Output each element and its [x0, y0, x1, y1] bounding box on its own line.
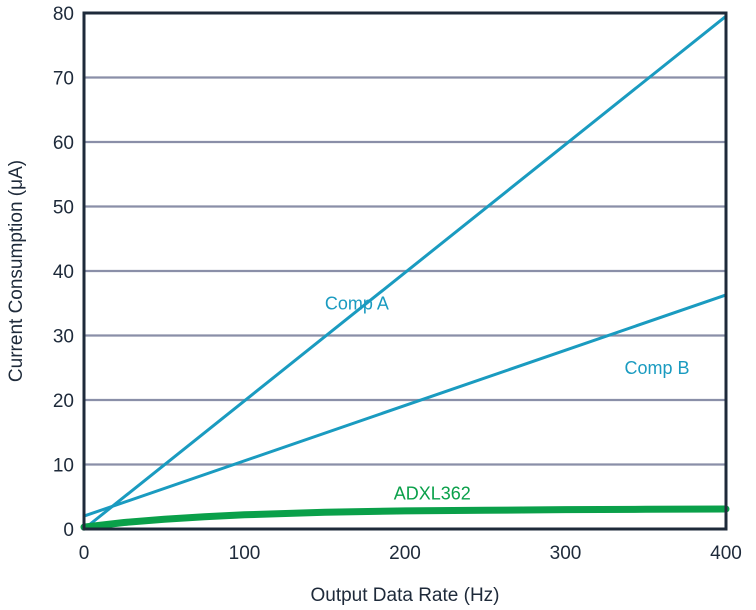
y-tick-50: 50 — [53, 198, 74, 219]
x-tick-labels: 0 100 200 300 400 — [79, 543, 742, 564]
x-tick-200: 200 — [389, 543, 421, 564]
series-line-comp-a — [82, 14, 728, 531]
y-tick-40: 40 — [53, 262, 74, 283]
y-tick-30: 30 — [53, 327, 74, 348]
label-adxl362: ADXL362 — [394, 484, 471, 504]
y-tick-70: 70 — [53, 69, 74, 90]
label-comp-a: Comp A — [325, 293, 389, 313]
label-comp-b: Comp B — [624, 358, 689, 378]
series-line-adxl362 — [80, 505, 730, 531]
x-tick-300: 300 — [550, 543, 582, 564]
y-tick-20: 20 — [53, 391, 74, 412]
y-tick-80: 80 — [53, 4, 74, 25]
y-tick-10: 10 — [53, 456, 74, 477]
y-tick-60: 60 — [53, 133, 74, 154]
x-tick-0: 0 — [79, 543, 90, 564]
y-axis-label: Current Consumption (μA) — [6, 160, 27, 382]
x-axis-label: Output Data Rate (Hz) — [310, 585, 499, 606]
x-tick-100: 100 — [229, 543, 261, 564]
plot-frame — [82, 11, 728, 531]
x-tick-400: 400 — [710, 543, 742, 564]
grid-lines — [84, 76, 726, 466]
y-tick-labels: 0 10 20 30 40 50 60 70 80 — [53, 4, 74, 541]
y-tick-0: 0 — [63, 520, 74, 541]
series-lines — [80, 14, 730, 531]
series-annotations: Comp A Comp B ADXL362 — [325, 293, 690, 503]
series-line-comp-b — [82, 293, 728, 518]
